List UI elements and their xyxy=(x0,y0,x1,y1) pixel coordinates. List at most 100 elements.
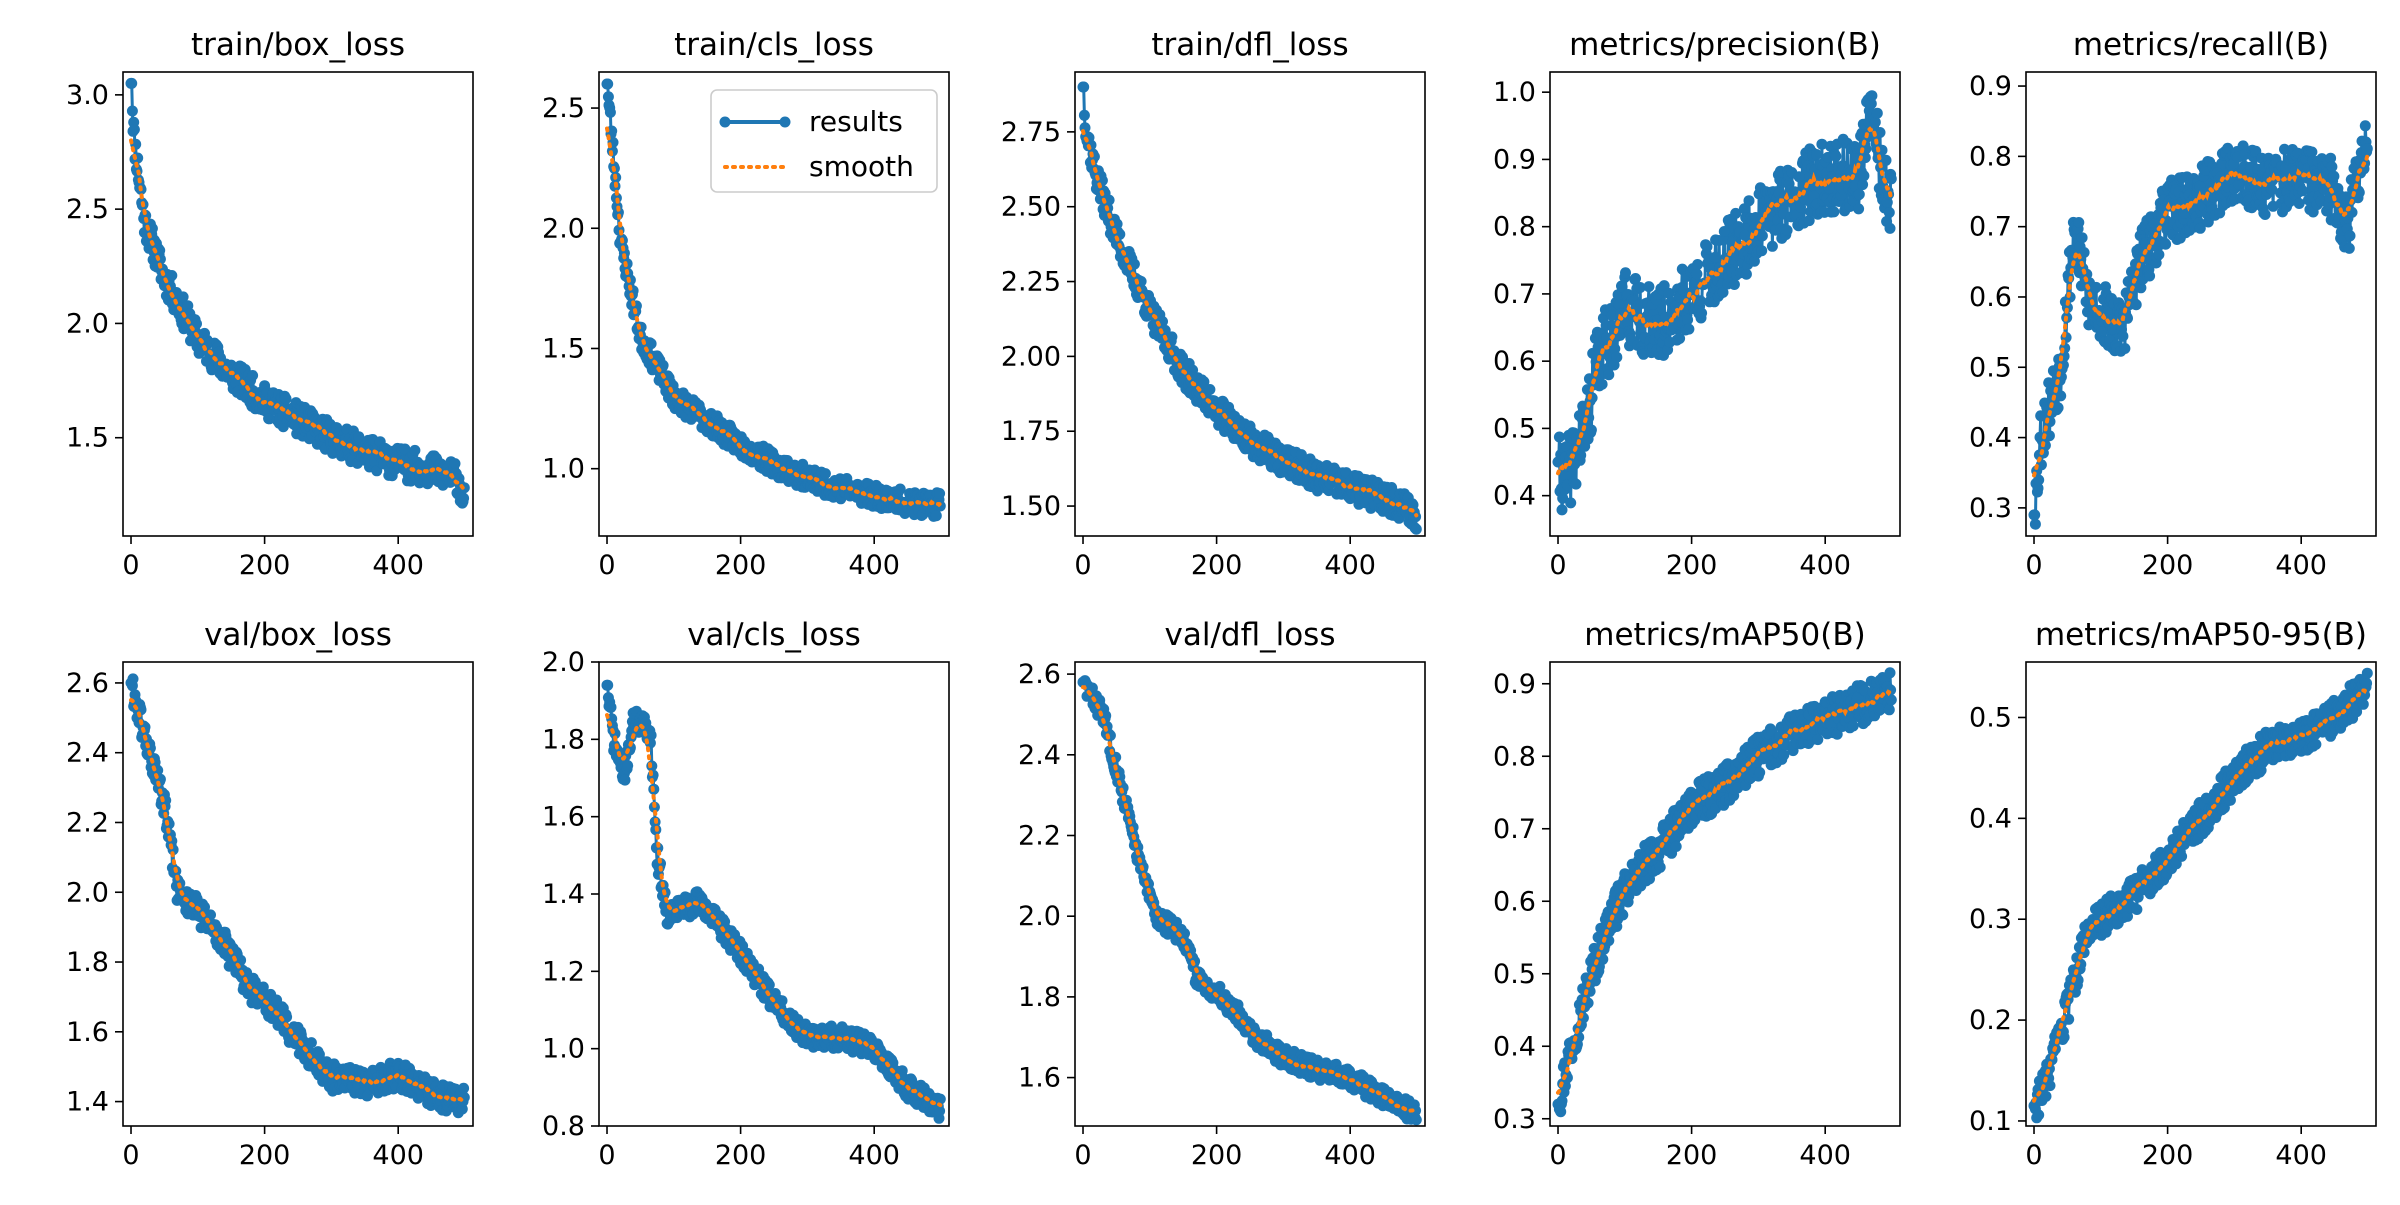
results-point xyxy=(1571,479,1582,490)
x-tick-label: 400 xyxy=(372,1140,424,1171)
axes-frame xyxy=(1075,662,1425,1126)
y-tick-label: 2.4 xyxy=(66,738,109,769)
x-tick-label: 400 xyxy=(848,550,900,581)
results-point xyxy=(620,775,631,786)
y-tick-label: 0.9 xyxy=(1969,71,2012,102)
results-point xyxy=(2328,171,2339,182)
subplot-title: train/cls_loss xyxy=(674,27,874,63)
results-point xyxy=(934,488,945,499)
results-point xyxy=(1613,299,1624,310)
y-tick-label: 1.6 xyxy=(542,802,585,833)
y-tick-label: 0.6 xyxy=(1493,886,1536,917)
results-point xyxy=(1078,82,1089,93)
y-tick-label: 2.2 xyxy=(66,807,109,838)
y-tick-label: 0.7 xyxy=(1493,279,1536,310)
y-tick-label: 0.9 xyxy=(1493,144,1536,175)
results-point xyxy=(1682,314,1693,325)
results-point xyxy=(1411,1114,1422,1125)
y-tick-label: 2.00 xyxy=(1001,341,1061,372)
subplot-title: val/dfl_loss xyxy=(1165,617,1336,653)
x-tick-label: 200 xyxy=(1666,1140,1718,1171)
results-point xyxy=(2117,331,2128,342)
results-markers xyxy=(1078,675,1422,1125)
y-tick-label: 0.4 xyxy=(1969,423,2012,454)
y-tick-label: 0.5 xyxy=(1969,352,2012,383)
y-tick-label: 2.50 xyxy=(1001,192,1061,223)
results-point xyxy=(1692,259,1703,270)
smooth-line xyxy=(1558,692,1891,1093)
subplot-title: metrics/mAP50-95(B) xyxy=(2035,617,2367,653)
results-point xyxy=(1886,694,1897,705)
results-point xyxy=(2153,249,2164,260)
results-point xyxy=(1866,90,1877,101)
x-tick-label: 0 xyxy=(598,550,615,581)
x-tick-label: 0 xyxy=(1074,1140,1091,1171)
results-markers xyxy=(2029,668,2373,1124)
results-point xyxy=(1643,281,1654,292)
y-tick-label: 2.0 xyxy=(1018,901,1061,932)
results-point xyxy=(1671,841,1682,852)
results-point xyxy=(2297,185,2308,196)
results-point xyxy=(1611,352,1622,363)
x-tick-label: 0 xyxy=(1074,550,1091,581)
y-tick-label: 2.2 xyxy=(1018,820,1061,851)
results-point xyxy=(2362,143,2373,154)
results-point xyxy=(2144,271,2155,282)
subplot-title: metrics/precision(B) xyxy=(1569,27,1881,63)
results-point xyxy=(1695,295,1706,306)
results-point xyxy=(1557,504,1568,515)
y-tick-label: 1.6 xyxy=(66,1017,109,1048)
y-tick-label: 2.5 xyxy=(542,93,585,124)
results-point xyxy=(1204,384,1215,395)
results-point xyxy=(602,680,613,691)
results-point xyxy=(1782,225,1793,236)
y-tick-label: 0.4 xyxy=(1493,1031,1536,1062)
results-point xyxy=(129,124,140,135)
results-point xyxy=(458,493,469,504)
y-tick-label: 1.4 xyxy=(542,879,585,910)
x-tick-label: 400 xyxy=(848,1140,900,1171)
plot-area xyxy=(1553,667,1897,1117)
x-tick-label: 200 xyxy=(1666,550,1718,581)
results-point xyxy=(1885,223,1896,234)
results-point xyxy=(1858,170,1869,181)
results-point xyxy=(1848,721,1859,732)
subplot-title: train/dfl_loss xyxy=(1151,27,1348,63)
x-tick-label: 200 xyxy=(715,1140,767,1171)
results-point xyxy=(128,673,139,684)
plot-area xyxy=(602,680,946,1124)
subplot-title: val/box_loss xyxy=(204,617,392,653)
x-tick-label: 0 xyxy=(2025,550,2042,581)
results-point xyxy=(1620,267,1631,278)
x-tick-label: 200 xyxy=(239,1140,291,1171)
y-tick-label: 1.5 xyxy=(66,423,109,454)
subplot-title: train/box_loss xyxy=(191,27,405,63)
results-point xyxy=(2260,209,2271,220)
y-tick-label: 1.8 xyxy=(1018,982,1061,1013)
plot-area xyxy=(1078,82,1422,535)
results-point xyxy=(1853,203,1864,214)
results-point xyxy=(2326,161,2337,172)
plot-area xyxy=(1553,90,1897,515)
y-tick-label: 2.75 xyxy=(1001,117,1061,148)
results-line xyxy=(1083,681,1416,1120)
results-markers xyxy=(126,673,470,1118)
results-markers xyxy=(1553,90,1897,515)
x-tick-label: 200 xyxy=(1191,550,1243,581)
results-point xyxy=(1710,252,1721,263)
y-tick-label: 1.4 xyxy=(66,1087,109,1118)
y-tick-label: 0.5 xyxy=(1493,959,1536,990)
y-tick-label: 2.6 xyxy=(66,668,109,699)
x-tick-label: 0 xyxy=(598,1140,615,1171)
results-markers xyxy=(126,78,470,509)
results-point xyxy=(1565,497,1576,508)
results-point xyxy=(1884,704,1895,715)
results-point xyxy=(2033,1110,2044,1121)
results-point xyxy=(2160,239,2171,250)
